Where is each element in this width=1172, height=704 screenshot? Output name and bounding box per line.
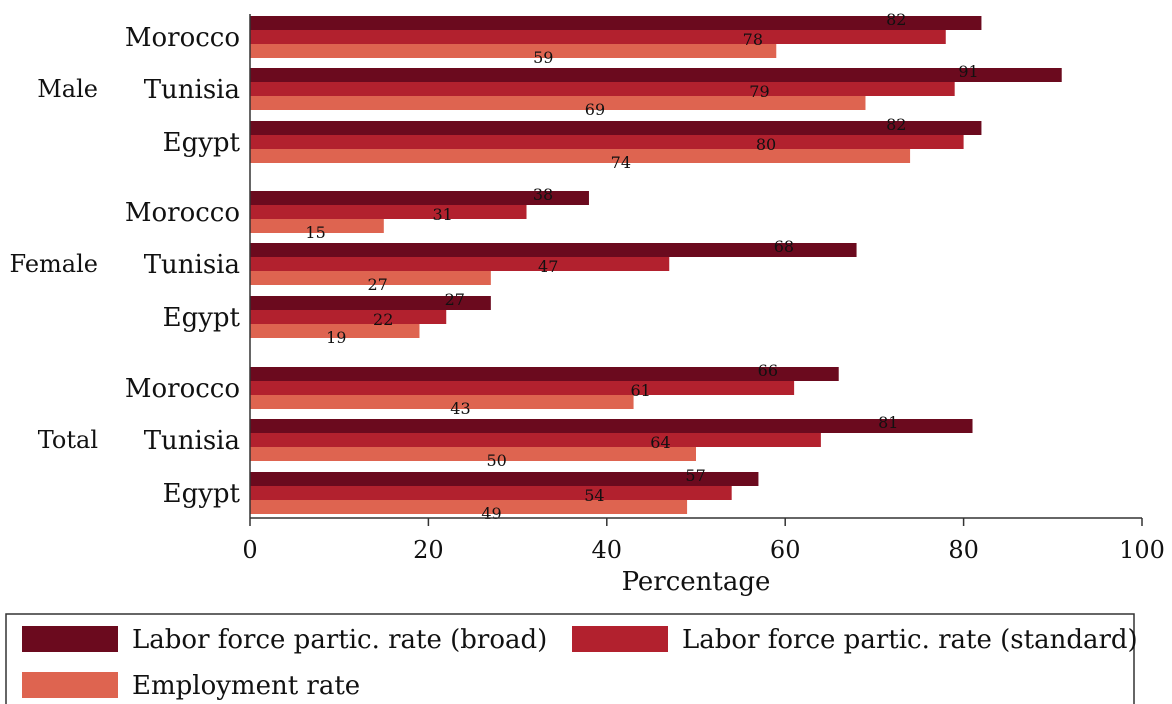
bar	[250, 310, 447, 324]
data-label: 22	[373, 310, 393, 329]
data-label: 43	[450, 399, 470, 418]
legend-swatch	[22, 626, 118, 652]
category-labels-layer: Morocco Tunisia Egypt Morocco Tunisia Egypt Mo…	[125, 23, 241, 509]
data-label: 15	[305, 223, 325, 242]
bar	[250, 381, 795, 395]
data-label: 79	[749, 82, 769, 101]
data-label: 68	[774, 237, 794, 256]
group-labels-layer: Male Female Total	[10, 75, 99, 454]
data-label: 74	[611, 153, 631, 172]
legend: Labor force partic. rate (broad) Labor fo…	[5, 613, 1138, 704]
x-tick-label: 100	[1119, 536, 1165, 564]
data-label: 49	[481, 504, 501, 523]
x-tick-label: 60	[770, 536, 801, 564]
x-tick-label: 0	[242, 536, 257, 564]
bar	[250, 121, 982, 135]
data-label: 78	[743, 30, 763, 49]
data-labels-layer: 82 78 59 91 79 69 82 80 74 38 31 15 68 47 27 27 22 19 66 61…	[305, 10, 978, 523]
category-label: Morocco	[125, 374, 240, 404]
bar	[250, 96, 866, 110]
data-label: 27	[445, 290, 465, 309]
bar	[250, 472, 759, 486]
category-label: Egypt	[163, 303, 241, 333]
bar	[250, 433, 821, 447]
bar	[250, 82, 955, 96]
bar	[250, 395, 634, 409]
x-axis-title: Percentage	[622, 567, 771, 597]
bar	[250, 486, 732, 500]
bar	[250, 68, 1062, 82]
data-label: 80	[756, 135, 776, 154]
data-label: 69	[585, 100, 605, 119]
legend-frame	[5, 613, 1135, 704]
data-label: 38	[533, 185, 553, 204]
bar	[250, 296, 491, 310]
data-label: 82	[886, 10, 906, 29]
category-label: Tunisia	[144, 426, 240, 456]
x-tick-label: 80	[948, 536, 979, 564]
category-label: Tunisia	[144, 75, 240, 105]
data-label: 61	[630, 381, 650, 400]
bar	[250, 149, 911, 163]
data-label: 82	[886, 115, 906, 134]
legend-label: Labor force partic. rate (broad)	[132, 625, 547, 655]
group-label: Male	[37, 75, 98, 103]
data-label: 47	[538, 257, 558, 276]
data-label: 27	[368, 275, 388, 294]
x-ticks-layer: 0 20 40 60 80 100	[242, 518, 1165, 564]
category-label: Tunisia	[144, 250, 240, 280]
bar	[250, 257, 670, 271]
bar	[250, 30, 946, 44]
bar	[250, 205, 527, 219]
group-label: Female	[10, 250, 99, 278]
legend-swatch	[22, 672, 118, 698]
data-label: 54	[584, 486, 604, 505]
bar	[250, 191, 589, 205]
category-label: Egypt	[163, 128, 241, 158]
bar	[250, 419, 973, 433]
category-label: Morocco	[125, 23, 240, 53]
bars-layer	[250, 16, 1062, 514]
bar	[250, 271, 491, 285]
bar	[250, 500, 688, 514]
axes-layer	[249, 14, 1142, 519]
data-label: 19	[326, 328, 346, 347]
category-label: Egypt	[163, 479, 241, 509]
bar	[250, 135, 964, 149]
bar	[250, 44, 777, 58]
data-label: 81	[878, 413, 898, 432]
data-label: 57	[685, 466, 705, 485]
bar	[250, 447, 696, 461]
x-tick-label: 20	[413, 536, 444, 564]
data-label: 91	[958, 62, 978, 81]
data-label: 50	[487, 451, 507, 470]
category-label: Morocco	[125, 198, 240, 228]
bar	[250, 367, 839, 381]
bar	[250, 16, 982, 30]
legend-label: Employment rate	[132, 671, 360, 701]
legend-label: Labor force partic. rate (standard)	[682, 625, 1138, 655]
data-label: 31	[432, 205, 452, 224]
data-label: 66	[758, 361, 778, 380]
data-label: 64	[650, 433, 670, 452]
bar	[250, 324, 420, 338]
group-label: Total	[38, 426, 98, 454]
x-tick-label: 40	[592, 536, 623, 564]
data-label: 59	[533, 48, 553, 67]
bar	[250, 219, 384, 233]
legend-swatch	[572, 626, 668, 652]
bar	[250, 243, 857, 257]
